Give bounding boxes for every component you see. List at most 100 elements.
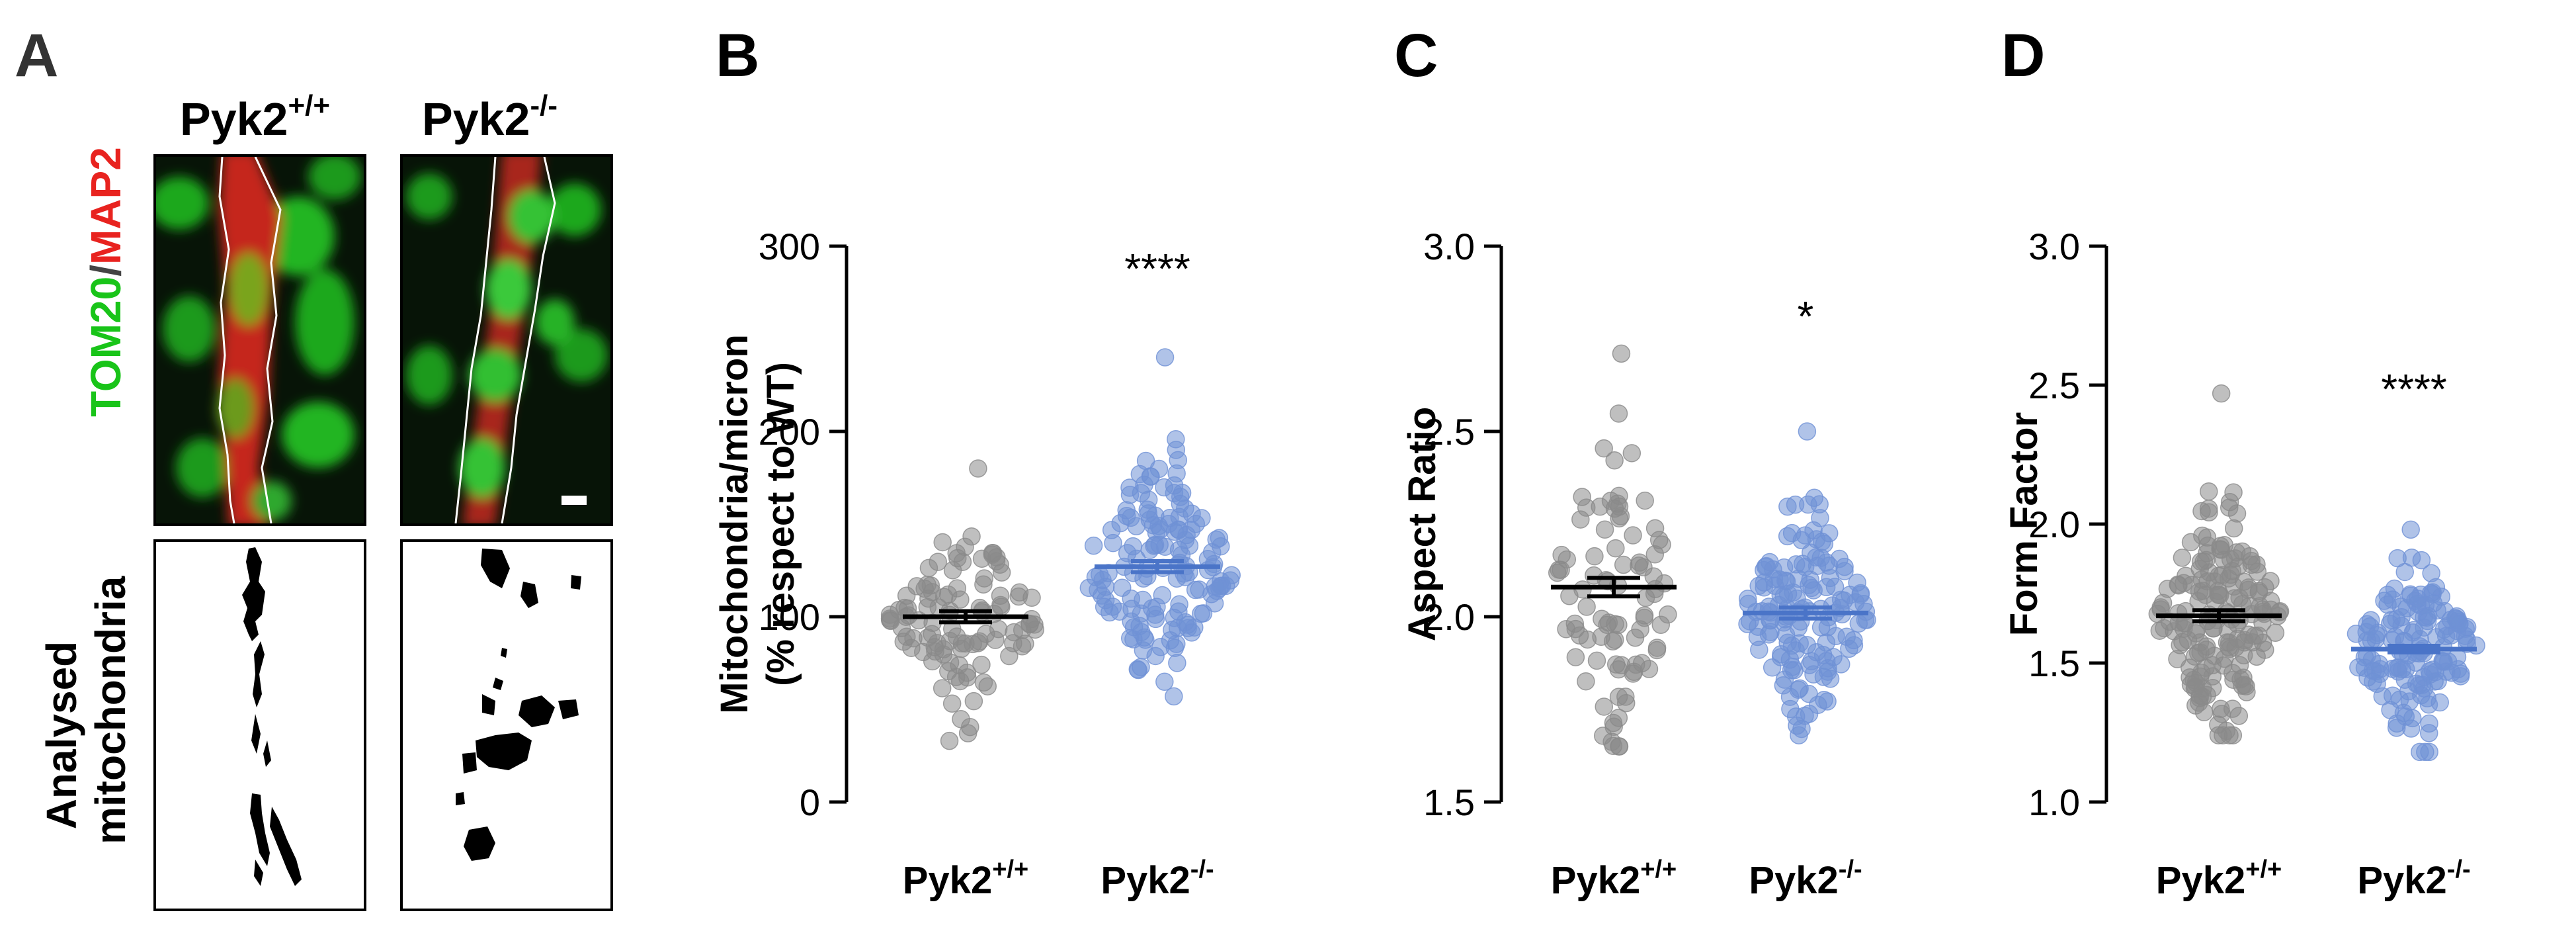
chart-c-point-wt	[1624, 526, 1642, 545]
chart-b-y-tick-label: 0	[800, 781, 820, 823]
chart-c-point-wt	[1636, 491, 1654, 510]
chart-b-point-ko	[1168, 654, 1186, 672]
mask-label-line2: mitochondria	[87, 576, 134, 844]
chart-c-point-wt	[1578, 630, 1597, 649]
col-label-wt: Pyk2+/+	[180, 91, 330, 143]
chart-b-point-ko	[1130, 465, 1149, 484]
mask-wt	[153, 539, 366, 911]
chart-b-point-wt	[961, 717, 979, 736]
chart-c-point-wt	[1633, 654, 1651, 672]
chart-c-point-ko	[1798, 422, 1817, 441]
chart-c-point-wt	[1548, 563, 1567, 582]
chart-c-y-tick-label: 1.5	[1423, 781, 1475, 823]
mask-label-line1: Analysed	[38, 641, 85, 830]
chart-d-point-wt	[2168, 650, 2186, 668]
chart-d-point-wt	[2214, 551, 2233, 569]
mask-wt-image	[242, 547, 302, 886]
chart-b-point-wt	[935, 588, 954, 606]
chart-d-point-ko	[2415, 679, 2434, 698]
chart-c-point-ko	[1799, 495, 1817, 514]
chart-b-point-ko	[1104, 533, 1122, 553]
chart-c-point-wt	[1610, 497, 1629, 516]
chart-b-point-wt	[991, 555, 1009, 574]
chart-c-point-wt	[1647, 641, 1667, 660]
chart-b-y-label-line1: Mitochondria/micron	[713, 334, 756, 714]
chart-c-point-wt	[1587, 651, 1606, 670]
chart-d-point-ko	[2422, 564, 2440, 583]
chart-d-point-wt	[2197, 641, 2216, 659]
chart-b-point-wt	[1022, 588, 1041, 607]
scale-bar	[561, 496, 587, 505]
chart-c-point-wt	[1605, 451, 1624, 470]
chart-c-point-ko	[1755, 573, 1774, 592]
chart-d-point-ko	[2373, 687, 2392, 706]
micrograph-ko-image	[403, 157, 610, 523]
chart-c-point-ko	[1750, 641, 1768, 659]
chart-b-y-tick-label: 300	[759, 226, 820, 267]
chart-c-point-ko	[1800, 576, 1818, 594]
chart-c-point-ko	[1800, 656, 1819, 674]
mask-label: Analysed mitochondria	[37, 576, 136, 844]
chart-d-point-wt	[2218, 604, 2237, 623]
micrograph-wt	[153, 154, 366, 526]
chart-d-y-label-line1: Form Factor	[2003, 412, 2046, 636]
chart-b-point-ko	[1128, 660, 1147, 679]
chart-d-point-ko	[2419, 607, 2438, 625]
chart-b-point-ko	[1120, 486, 1140, 504]
stain-label: TOM20/MAP2	[81, 147, 131, 417]
chart-b-point-wt	[929, 553, 947, 571]
chart-d-point-wt	[2169, 576, 2188, 595]
chart-d-significance: ****	[2381, 365, 2447, 413]
chart-c-point-wt	[1604, 717, 1623, 736]
chart-b-point-wt	[933, 533, 952, 552]
chart-c: 1.5 2.0 2.5 3.0 Aspect Ratio Pyk2+/+ Pyk2-/- *	[1401, 226, 1876, 902]
chart-d-x-tick-label-ko: Pyk2-/-	[2357, 856, 2470, 902]
chart-d-point-ko	[2458, 630, 2476, 649]
chart-c-point-wt	[1616, 688, 1635, 706]
stain-label-slash: /	[82, 265, 130, 277]
chart-c-point-ko	[1786, 707, 1806, 726]
chart-d-point-wt	[2218, 621, 2237, 640]
chart-d-point-wt	[2187, 621, 2206, 639]
chart-c-point-wt	[1622, 444, 1641, 463]
chart-b-point-ko	[1167, 430, 1185, 449]
chart-d-point-ko	[2381, 614, 2399, 633]
chart-b-point-wt	[974, 575, 993, 594]
chart-d-point-ko	[2357, 623, 2376, 642]
chart-d-point-wt	[2197, 551, 2216, 570]
chart-b-point-ko	[1151, 638, 1170, 656]
chart-d-point-wt	[2253, 633, 2272, 652]
chart-d-point-wt	[2198, 528, 2217, 547]
chart-c-point-wt	[1645, 519, 1665, 538]
chart-b-point-ko	[1155, 537, 1175, 557]
chart-c-point-ko	[1778, 584, 1798, 603]
col-label-ko: Pyk2-/-	[422, 91, 558, 143]
chart-d-point-ko	[2420, 742, 2438, 762]
chart-b-x-tick-label-ko: Pyk2-/-	[1101, 856, 1214, 902]
chart-d-point-ko	[2441, 610, 2460, 629]
chart-d-point-ko	[2363, 661, 2382, 680]
chart-d-point-wt	[2223, 664, 2242, 682]
chart-c-point-wt	[1614, 555, 1633, 574]
chart-b-point-wt	[977, 625, 995, 643]
chart-c-point-wt	[1626, 628, 1645, 647]
chart-c-point-wt	[1630, 557, 1648, 575]
stain-label-map2: MAP2	[82, 147, 130, 265]
chart-b-point-wt	[1016, 635, 1034, 653]
micrograph-ko	[400, 154, 613, 526]
chart-b-point-ko	[1179, 615, 1197, 634]
panel-b-letter: B	[716, 22, 760, 89]
chart-d-point-wt	[2192, 502, 2211, 521]
chart-b-point-ko	[1122, 589, 1140, 608]
chart-b-point-ko	[1117, 501, 1136, 519]
chart-c-y-tick-label: 3.0	[1423, 226, 1475, 267]
chart-b-y-tick-label: 100	[759, 596, 820, 638]
mask-ko-image	[456, 549, 581, 861]
panel-a-letter: A	[15, 22, 59, 89]
chart-b-point-ko	[1169, 451, 1188, 470]
chart-b-point-wt	[991, 596, 1010, 615]
chart-c-point-ko	[1815, 535, 1834, 553]
chart-d-point-wt	[2212, 384, 2231, 403]
chart-c-point-wt	[1560, 587, 1579, 605]
chart-c-point-ko	[1756, 557, 1775, 576]
